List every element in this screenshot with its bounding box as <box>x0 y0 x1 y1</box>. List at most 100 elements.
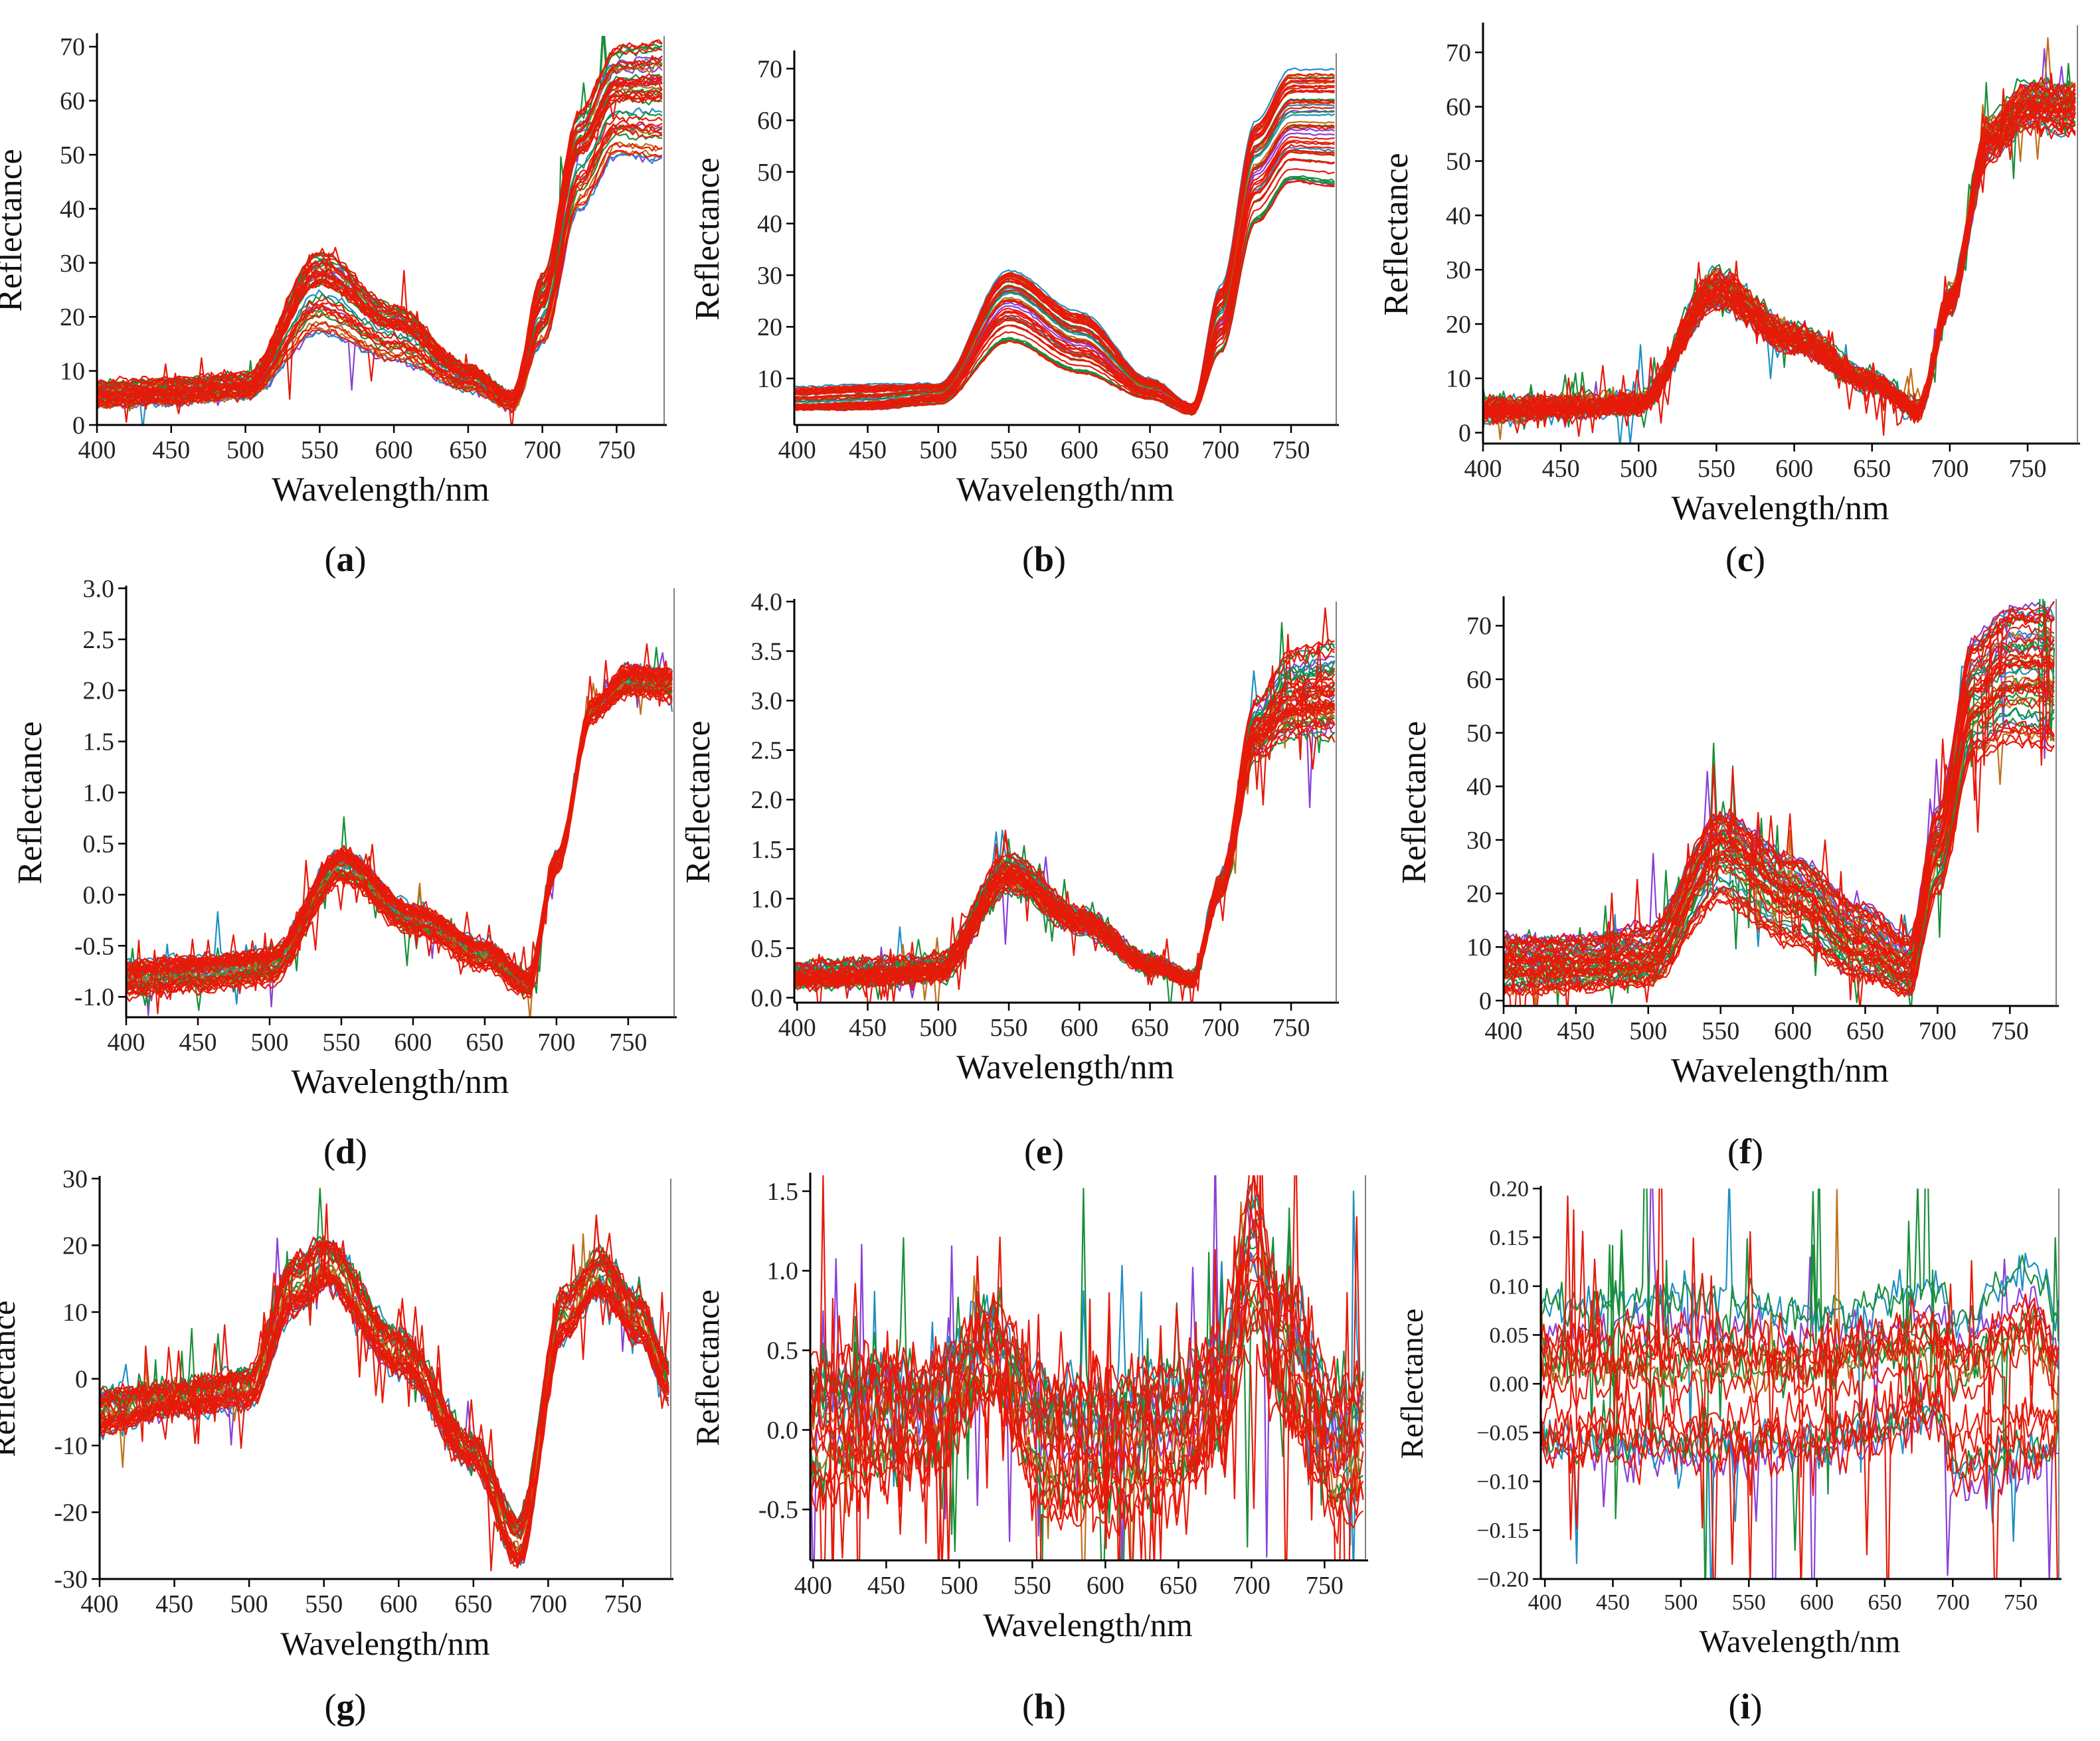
y-tick-label: 60 <box>1446 94 1471 122</box>
series-line <box>794 139 1336 410</box>
series-line <box>97 149 662 410</box>
panel-b: 400 450 500 550 600 650 700 750 10 20 30 40 50 60 70 Wa… <box>689 50 1339 579</box>
series-line <box>126 682 673 995</box>
series-line <box>794 98 1335 407</box>
y-tick-label: 1.5 <box>767 1178 799 1206</box>
series-line <box>100 1214 669 1533</box>
series-line <box>794 722 1336 999</box>
series-line <box>126 663 673 979</box>
y-tick-label: 70 <box>1446 39 1471 67</box>
series-line <box>97 124 663 406</box>
panel-i: 400 450 500 550 600 650 700 750 −0.20 −0.15 −0.10 −… <box>1395 1177 2061 1726</box>
series-lines <box>100 1187 669 1572</box>
series-line <box>97 88 663 410</box>
y-tick-label: 0.20 <box>1490 1177 1530 1202</box>
series-line <box>794 106 1335 407</box>
y-tick-label: 50 <box>757 159 782 187</box>
series-line <box>794 638 1335 976</box>
panel-label: (d) <box>323 1131 367 1171</box>
series-line <box>1541 1245 2059 1551</box>
y-tick-label: 30 <box>60 250 85 278</box>
panel-label-letter: d <box>335 1131 355 1171</box>
series-lines <box>794 67 1336 416</box>
series-line <box>97 149 663 414</box>
y-tick-label: −0.20 <box>1476 1568 1529 1592</box>
series-line <box>97 39 663 402</box>
y-tick-label: 20 <box>1466 880 1492 908</box>
series-lines <box>1541 1189 2059 1579</box>
x-tick-label: 700 <box>1919 1017 1957 1045</box>
x-axis-label: Wavelength/nm <box>292 1063 509 1101</box>
series-line <box>1541 1319 2059 1579</box>
x-tick-label: 450 <box>867 1572 905 1600</box>
series-line <box>810 1282 1364 1560</box>
series-line <box>794 110 1335 408</box>
x-tick-label: 650 <box>1846 1017 1884 1045</box>
x-tick-label: 600 <box>394 1029 432 1056</box>
panel-g: 400 450 500 550 600 650 700 750 -30 -20 -10 0 10 20 30… <box>0 1165 673 1726</box>
series-line <box>97 120 663 406</box>
panel-label-letter: f <box>1739 1131 1752 1171</box>
y-tick-label: -10 <box>54 1432 88 1460</box>
y-tick-label: 0 <box>75 1365 88 1393</box>
y-tick-label: 30 <box>757 262 782 290</box>
series-lines <box>126 643 673 1017</box>
panel-label-letter: c <box>1737 539 1753 579</box>
series-line <box>794 149 1335 412</box>
x-tick-label: 650 <box>1131 1014 1169 1042</box>
panel-label-letter: b <box>1034 539 1054 579</box>
y-tick-label: 0.15 <box>1490 1226 1530 1250</box>
x-tick-label: 550 <box>1698 455 1735 483</box>
y-tick-label: 40 <box>1446 202 1471 230</box>
x-tick-label: 400 <box>778 1014 816 1042</box>
x-tick-label: 500 <box>1664 1590 1698 1615</box>
panel-label: (f) <box>1727 1131 1763 1171</box>
series-line <box>794 717 1336 993</box>
series-lines <box>1483 37 2076 444</box>
series-line <box>97 127 663 408</box>
series-line <box>1483 48 2076 426</box>
series-line <box>126 681 673 997</box>
series-line <box>794 98 1335 408</box>
y-tick-label: −0.05 <box>1476 1421 1529 1446</box>
x-tick-label: 750 <box>2009 455 2047 483</box>
series-line <box>1483 114 2075 422</box>
panel-label-letter: h <box>1034 1687 1054 1726</box>
y-tick-label: 2.5 <box>83 626 115 654</box>
series-line <box>1504 610 2055 995</box>
series-line <box>1483 98 2076 416</box>
series-line <box>97 115 663 415</box>
series-line <box>1541 1189 2059 1426</box>
series-line <box>794 126 1335 408</box>
x-axis-label: Wavelength/nm <box>1700 1624 1901 1659</box>
y-tick-label: 60 <box>1466 666 1492 694</box>
y-tick-label: -20 <box>54 1499 88 1527</box>
x-tick-label: 400 <box>108 1029 145 1056</box>
series-line <box>126 687 673 996</box>
series-line <box>100 1272 669 1564</box>
panel-label: (h) <box>1022 1687 1066 1726</box>
y-tick-label: 20 <box>62 1232 88 1260</box>
x-tick-label: 550 <box>301 436 339 464</box>
y-tick-label: 30 <box>62 1165 88 1193</box>
y-tick-label: 0.5 <box>83 830 115 858</box>
x-axis-label: Wavelength/nm <box>983 1606 1192 1643</box>
y-tick-label: -0.5 <box>74 932 114 960</box>
series-line <box>1483 110 2076 422</box>
series-line <box>1541 1270 2059 1430</box>
y-tick-label: 50 <box>1466 720 1492 748</box>
series-line <box>794 121 1335 408</box>
y-tick-label: 10 <box>1446 365 1471 393</box>
x-tick-label: 500 <box>1620 455 1658 483</box>
y-tick-label: 0.5 <box>751 935 783 963</box>
x-axis-label: Wavelength/nm <box>280 1625 489 1662</box>
x-tick-label: 450 <box>849 1014 887 1042</box>
x-tick-label: 450 <box>1596 1590 1630 1615</box>
y-tick-label: 10 <box>757 365 782 393</box>
panel-label-letter: e <box>1036 1131 1052 1171</box>
panel-label-letter: i <box>1740 1687 1750 1726</box>
series-line <box>1541 1230 2059 1454</box>
x-tick-label: 600 <box>1087 1572 1124 1600</box>
y-tick-label: 0.0 <box>83 881 115 909</box>
series-line <box>1504 644 2055 963</box>
